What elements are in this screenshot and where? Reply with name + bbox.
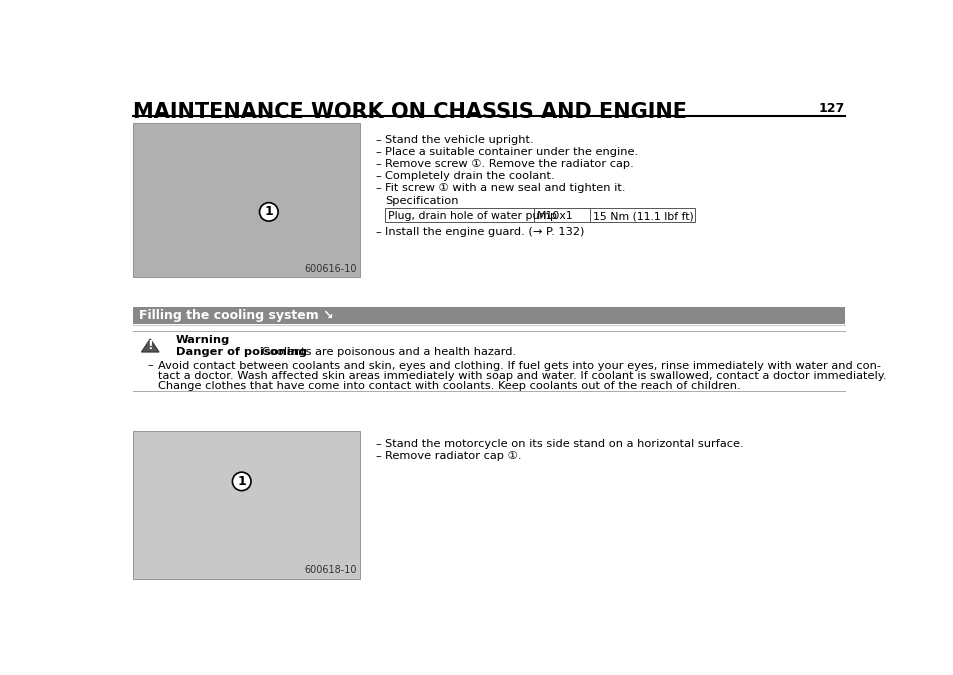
Text: 1: 1 (264, 205, 273, 219)
Text: –: – (375, 227, 380, 237)
Text: Coolants are poisonous and a health hazard.: Coolants are poisonous and a health haza… (251, 347, 516, 356)
Text: 15 Nm (11.1 lbf ft): 15 Nm (11.1 lbf ft) (592, 211, 693, 221)
Text: Filling the cooling system ↘: Filling the cooling system ↘ (139, 308, 334, 321)
Text: Remove radiator cap ①.: Remove radiator cap ①. (385, 452, 521, 462)
Text: Plug, drain hole of water pump: Plug, drain hole of water pump (388, 211, 557, 221)
Text: tact a doctor. Wash affected skin areas immediately with soap and water. If cool: tact a doctor. Wash affected skin areas … (158, 371, 885, 381)
Text: –: – (375, 147, 380, 157)
Text: –: – (375, 183, 380, 192)
Text: –: – (147, 360, 152, 371)
Bar (385, 209, 695, 222)
Bar (133, 306, 843, 323)
Text: 127: 127 (818, 102, 843, 115)
Text: Stand the motorcycle on its side stand on a horizontal surface.: Stand the motorcycle on its side stand o… (385, 439, 743, 449)
Text: !: ! (147, 339, 153, 352)
Text: 1: 1 (237, 475, 246, 488)
Text: Change clothes that have come into contact with coolants. Keep coolants out of t: Change clothes that have come into conta… (158, 381, 740, 391)
Bar (133, 431, 359, 579)
Text: Install the engine guard. (→ P. 132): Install the engine guard. (→ P. 132) (385, 227, 584, 237)
Text: Avoid contact between coolants and skin, eyes and clothing. If fuel gets into yo: Avoid contact between coolants and skin,… (158, 360, 880, 371)
Circle shape (259, 202, 278, 221)
Text: 600618-10: 600618-10 (304, 566, 356, 575)
Text: MAINTENANCE WORK ON CHASSIS AND ENGINE: MAINTENANCE WORK ON CHASSIS AND ENGINE (133, 102, 686, 122)
Text: Completely drain the coolant.: Completely drain the coolant. (385, 171, 554, 181)
Text: –: – (375, 159, 380, 169)
Text: Danger of poisoning: Danger of poisoning (175, 347, 307, 356)
Text: Place a suitable container under the engine.: Place a suitable container under the eng… (385, 147, 638, 157)
Bar (133, 124, 359, 277)
Text: Specification: Specification (385, 196, 458, 206)
Text: Stand the vehicle upright.: Stand the vehicle upright. (385, 135, 533, 145)
Circle shape (233, 472, 251, 491)
Text: Warning: Warning (175, 335, 230, 345)
Polygon shape (141, 339, 159, 352)
Text: M10x1: M10x1 (537, 211, 573, 221)
Text: 600616-10: 600616-10 (304, 263, 356, 273)
Text: –: – (375, 171, 380, 181)
Text: Remove screw ①. Remove the radiator cap.: Remove screw ①. Remove the radiator cap. (385, 159, 633, 169)
Text: –: – (375, 135, 380, 145)
Text: Fit screw ① with a new seal and tighten it.: Fit screw ① with a new seal and tighten … (385, 183, 625, 192)
Text: –: – (375, 439, 380, 449)
Text: –: – (375, 452, 380, 462)
